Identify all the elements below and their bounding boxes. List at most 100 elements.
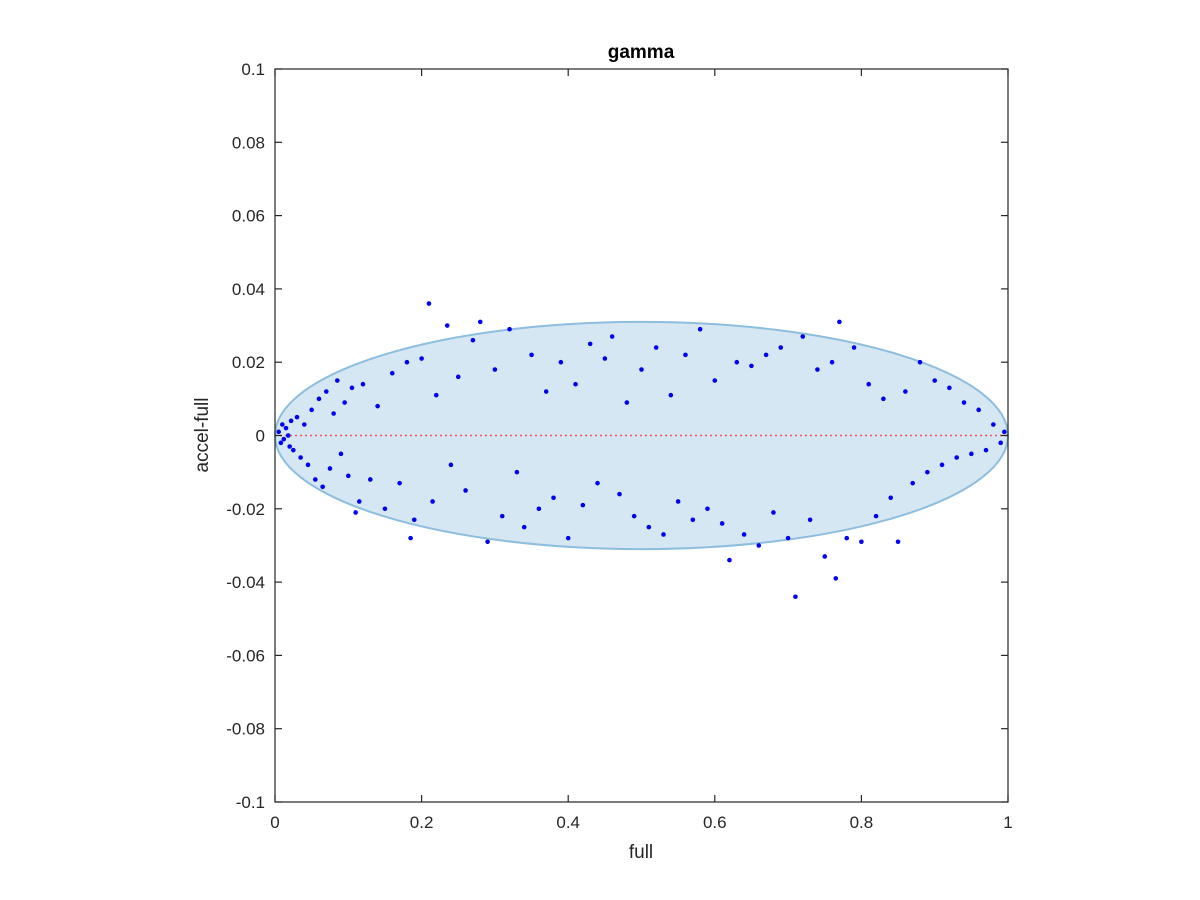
data-point (785, 535, 791, 541)
data-point (602, 356, 608, 361)
data-point (285, 433, 291, 438)
data-point (998, 440, 1003, 446)
data-point (367, 477, 373, 482)
data-point (873, 513, 879, 519)
y-tick-label: 0.04 (232, 280, 265, 299)
data-point (690, 517, 696, 523)
data-point (536, 506, 542, 512)
y-tick-label: -0.08 (226, 720, 265, 739)
data-point (646, 524, 652, 530)
data-point (925, 469, 930, 475)
data-point (331, 411, 336, 416)
data-point (309, 407, 314, 413)
data-point (822, 554, 828, 559)
data-point (837, 319, 842, 325)
data-point (411, 517, 417, 523)
data-point (844, 535, 850, 541)
data-point (888, 495, 894, 501)
data-point (499, 513, 505, 519)
data-point (397, 480, 402, 486)
data-point (470, 337, 476, 343)
data-point (910, 480, 916, 486)
data-point (833, 576, 839, 581)
y-axis-label: accel-full (192, 398, 213, 473)
data-point (683, 352, 688, 358)
y-axis: 0.1 0.08 0.06 0.04 0.02 0 -0.02 -0.04 -0.06 -0.08… (226, 60, 1008, 812)
data-point (631, 513, 637, 519)
data-point (356, 499, 362, 504)
data-point (551, 495, 556, 501)
data-point (881, 396, 886, 402)
data-point (287, 444, 292, 449)
y-tick-label: 0.08 (232, 133, 265, 152)
y-tick-label: 0.1 (241, 60, 265, 79)
data-point (800, 334, 806, 339)
data-point (375, 403, 380, 409)
data-point (298, 455, 303, 460)
data-point (433, 392, 439, 398)
data-point (463, 488, 468, 493)
data-point (294, 414, 300, 420)
x-axis: 0 0.2 0.4 0.6 0.8 1 (270, 69, 1013, 832)
data-point (404, 359, 410, 365)
data-point (565, 535, 571, 541)
data-point (624, 400, 630, 405)
data-point (283, 425, 289, 431)
data-point (324, 389, 329, 394)
data-point (727, 557, 732, 563)
data-point (342, 400, 347, 405)
data-point (389, 370, 395, 376)
x-tick-label: 0 (270, 813, 279, 832)
data-point (485, 539, 490, 545)
data-point (313, 477, 318, 482)
data-point (448, 462, 454, 468)
y-tick-label: 0.06 (232, 207, 265, 226)
data-point (815, 367, 820, 372)
data-point (521, 524, 527, 530)
data-point (895, 539, 901, 545)
data-point (675, 499, 681, 504)
data-point (492, 367, 498, 372)
data-point (741, 532, 747, 537)
data-point (408, 535, 413, 541)
data-point (866, 381, 872, 387)
data-point (609, 334, 615, 339)
data-point (595, 480, 600, 486)
data-point (338, 451, 344, 457)
data-point (280, 422, 285, 427)
data-point (961, 400, 967, 405)
data-point (291, 447, 296, 453)
data-point (288, 418, 294, 424)
data-point (653, 345, 659, 350)
data-point (617, 491, 622, 497)
y-tick-label: -0.06 (226, 646, 265, 665)
data-point (932, 378, 937, 383)
data-point (349, 385, 355, 391)
x-tick-label: 0.4 (556, 813, 580, 832)
data-point (969, 451, 974, 457)
data-point (712, 378, 718, 383)
x-tick-label: 0.2 (410, 813, 434, 832)
data-point (991, 422, 996, 427)
data-point (558, 359, 564, 365)
data-point (749, 363, 754, 369)
data-point (382, 506, 388, 512)
data-point (346, 473, 351, 479)
data-point (705, 506, 710, 512)
x-tick-label: 0.8 (850, 813, 874, 832)
data-point (954, 455, 959, 460)
x-axis-label: full (629, 842, 653, 863)
y-tick-label: -0.04 (226, 573, 265, 592)
data-point (573, 381, 578, 387)
data-point (903, 389, 908, 394)
data-point (316, 396, 322, 402)
data-point (430, 499, 435, 504)
y-tick-label: 0 (256, 427, 265, 446)
data-point (763, 352, 769, 358)
data-point (419, 356, 424, 361)
data-point (829, 359, 835, 365)
data-point (353, 510, 358, 515)
data-point (444, 323, 450, 328)
y-tick-label: -0.02 (226, 500, 265, 519)
data-point (529, 352, 534, 358)
